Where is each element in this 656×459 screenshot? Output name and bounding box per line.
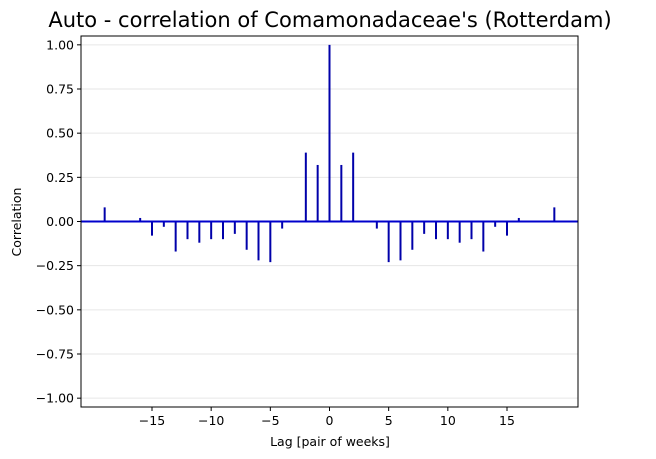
y-tick-label: −0.75 — [36, 347, 74, 362]
y-tick-label: −0.25 — [36, 258, 74, 273]
y-tick-label: 1.00 — [46, 37, 74, 52]
chart-title: Auto - correlation of Comamonadaceae's (… — [48, 8, 611, 32]
y-tick-label: 0.75 — [46, 82, 74, 97]
y-tick-label: 0.25 — [46, 170, 74, 185]
x-tick-label: −5 — [261, 413, 279, 428]
x-axis-ticks: −15 −10 −5 0 5 10 15 — [139, 407, 515, 428]
acf-bars — [103, 44, 556, 263]
y-tick-label: −0.50 — [36, 302, 74, 317]
x-tick-label: −10 — [198, 413, 224, 428]
y-axis-label: Correlation — [9, 188, 24, 257]
y-tick-label: 0.50 — [46, 126, 74, 141]
y-axis-ticks: 1.00 0.75 0.50 0.25 0.00 −0.25 −0.50 −0.75 −1.00 — [36, 37, 81, 406]
y-tick-label: −1.00 — [36, 391, 74, 406]
x-tick-label: 10 — [440, 413, 456, 428]
x-tick-label: 15 — [499, 413, 515, 428]
x-tick-label: −15 — [139, 413, 165, 428]
x-axis-label: Lag [pair of weeks] — [270, 434, 390, 449]
y-tick-label: 0.00 — [46, 214, 74, 229]
x-tick-label: 5 — [385, 413, 393, 428]
x-tick-label: 0 — [326, 413, 334, 428]
